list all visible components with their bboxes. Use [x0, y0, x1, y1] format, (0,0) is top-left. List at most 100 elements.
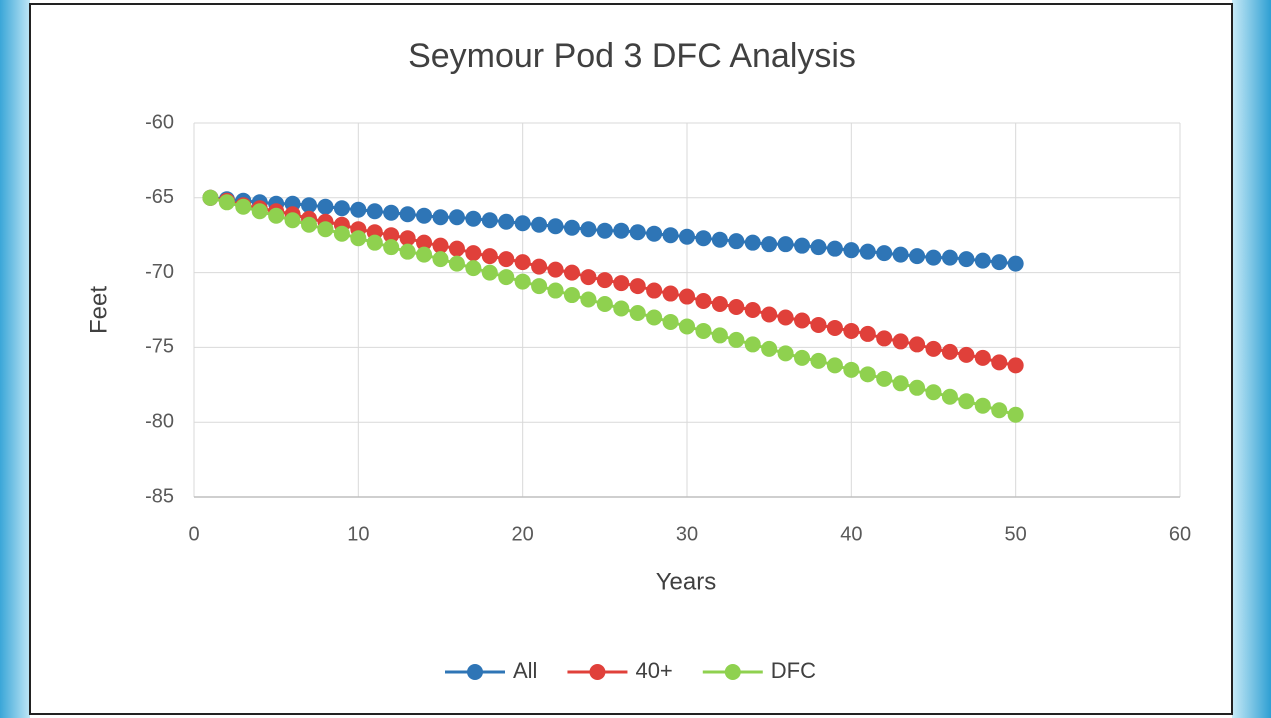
- data-point: [498, 213, 515, 230]
- data-point: [646, 309, 663, 326]
- right-edge: [1232, 0, 1271, 718]
- data-point: [991, 354, 1008, 371]
- data-point: [399, 243, 416, 260]
- data-point: [268, 207, 285, 224]
- data-point: [909, 379, 926, 396]
- data-point: [563, 287, 580, 304]
- data-point: [925, 340, 942, 357]
- data-point: [941, 388, 958, 405]
- data-point: [366, 203, 383, 220]
- data-point: [301, 197, 318, 214]
- y-axis-label: Feet: [85, 286, 112, 334]
- data-point: [235, 198, 252, 215]
- data-point: [777, 236, 794, 253]
- data-point: [925, 384, 942, 401]
- data-point: [662, 285, 679, 302]
- data-point: [711, 231, 728, 248]
- data-point: [1007, 255, 1024, 272]
- data-point: [794, 349, 811, 366]
- x-tick-label: 20: [512, 523, 534, 545]
- y-tick-label: -80: [145, 410, 174, 432]
- data-point: [531, 278, 548, 295]
- data-point: [974, 252, 991, 269]
- data-point: [728, 299, 745, 316]
- data-point: [547, 282, 564, 299]
- data-point: [695, 230, 712, 247]
- data-point: [958, 393, 975, 410]
- data-point: [613, 222, 630, 239]
- data-point: [679, 228, 695, 245]
- data-point: [728, 331, 745, 348]
- legend: All 40+ DFC: [445, 658, 816, 683]
- data-point: [925, 249, 942, 266]
- data-point: [317, 198, 334, 215]
- data-point: [514, 273, 531, 290]
- data-point: [711, 327, 728, 344]
- data-point: [251, 203, 268, 220]
- data-point: [448, 240, 465, 257]
- data-point: [958, 251, 975, 268]
- data-point: [547, 218, 564, 235]
- data-point: [416, 246, 433, 263]
- data-point: [383, 239, 400, 256]
- data-point: [761, 306, 778, 323]
- data-point: [662, 313, 679, 330]
- data-point: [383, 204, 400, 221]
- data-point: [1007, 406, 1024, 423]
- data-point: [284, 212, 301, 229]
- data-point: [432, 237, 449, 254]
- data-point: [317, 221, 334, 238]
- data-point: [810, 352, 827, 369]
- data-point: [662, 227, 679, 244]
- data-point: [941, 249, 958, 266]
- data-point: [448, 209, 465, 226]
- data-point: [958, 346, 975, 363]
- data-point: [646, 282, 663, 299]
- data-point: [563, 264, 580, 281]
- chart-title: Seymour Pod 3 DFC Analysis: [408, 37, 856, 75]
- y-tick-label: -60: [145, 111, 174, 133]
- data-point: [991, 402, 1008, 419]
- data-point: [580, 269, 597, 286]
- data-point: [481, 212, 498, 229]
- data-point: [843, 242, 860, 259]
- y-tick-label: -70: [145, 261, 174, 283]
- legend-label: DFC: [771, 658, 816, 683]
- data-point: [366, 234, 383, 251]
- data-point: [876, 370, 893, 387]
- y-tick-label: -85: [145, 485, 174, 507]
- data-point: [1007, 357, 1024, 374]
- data-point: [301, 216, 318, 233]
- data-point: [810, 316, 827, 333]
- data-point: [991, 254, 1008, 271]
- data-point: [810, 239, 827, 256]
- y-tick-label: -65: [145, 186, 174, 208]
- data-point: [876, 245, 893, 262]
- x-tick-label: 0: [188, 523, 199, 545]
- data-point: [448, 255, 465, 272]
- data-point: [333, 200, 350, 217]
- data-point: [432, 209, 449, 226]
- data-point: [974, 349, 991, 366]
- x-axis-label: Years: [656, 568, 717, 595]
- x-tick-label: 40: [840, 523, 862, 545]
- data-point: [465, 245, 482, 262]
- data-point: [596, 272, 613, 289]
- data-point: [498, 269, 515, 286]
- data-point: [596, 222, 613, 239]
- data-point: [383, 227, 400, 244]
- data-point: [399, 206, 416, 223]
- data-point: [941, 343, 958, 360]
- data-point: [350, 230, 367, 247]
- data-point: [613, 275, 630, 292]
- data-point: [892, 375, 909, 392]
- data-point: [794, 312, 811, 329]
- data-point: [859, 243, 876, 260]
- data-point: [843, 322, 860, 339]
- legend-marker: [589, 664, 606, 680]
- data-point: [826, 240, 843, 257]
- data-point: [514, 215, 531, 232]
- data-point: [531, 216, 548, 233]
- data-point: [826, 319, 843, 336]
